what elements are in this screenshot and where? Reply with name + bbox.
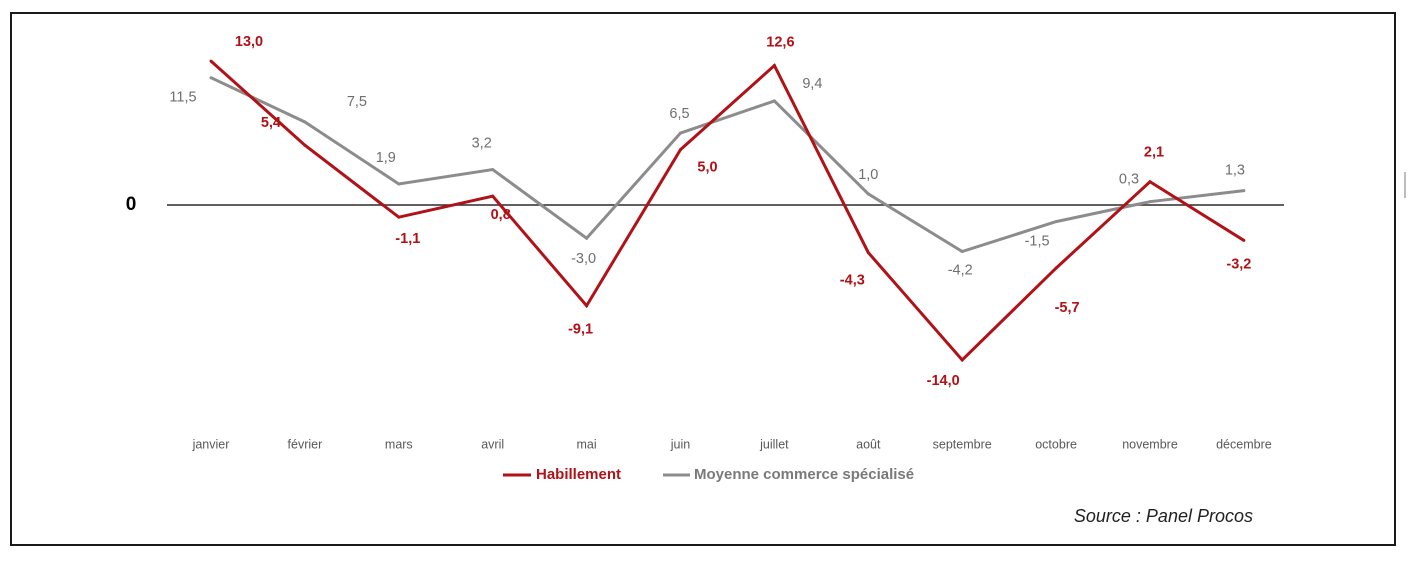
data-point-moyenne-7 xyxy=(866,192,870,196)
chart-frame xyxy=(10,12,1396,546)
data-point-moyenne-8 xyxy=(960,249,964,253)
window-edge xyxy=(1404,172,1406,198)
x-tick-label-4: mai xyxy=(577,437,597,451)
data-point-moyenne-2 xyxy=(397,182,401,186)
data-label-habillement-10: 2,1 xyxy=(1144,145,1164,161)
data-point-habillement-3 xyxy=(491,194,495,198)
data-point-moyenne-6 xyxy=(772,99,776,103)
data-label-habillement-2: -1,1 xyxy=(395,231,420,247)
data-point-habillement-0 xyxy=(209,59,213,63)
data-point-moyenne-4 xyxy=(585,236,589,240)
data-label-habillement-4: -9,1 xyxy=(568,322,593,338)
series-line-moyenne xyxy=(210,76,1245,254)
data-point-habillement-11 xyxy=(1242,238,1246,242)
data-point-habillement-1 xyxy=(303,143,307,147)
data-label-moyenne-4: -3,0 xyxy=(571,251,596,267)
legend: Habillement Moyenne commerce spécialisé xyxy=(503,466,914,483)
data-point-moyenne-0 xyxy=(209,76,213,80)
x-tick-label-6: juillet xyxy=(759,437,789,451)
source-note: Source : Panel Procos xyxy=(1074,506,1253,526)
data-point-moyenne-3 xyxy=(491,168,495,172)
data-point-habillement-5 xyxy=(679,148,682,152)
data-label-habillement-3: 0,8 xyxy=(491,207,511,223)
x-tick-label-11: décembre xyxy=(1216,437,1272,451)
x-tick-label-9: octobre xyxy=(1035,437,1077,451)
data-point-moyenne-9 xyxy=(1054,220,1058,224)
legend-label-moyenne: Moyenne commerce spécialisé xyxy=(694,466,914,483)
data-label-moyenne-0: 11,5 xyxy=(169,90,196,106)
data-label-moyenne-2: 1,9 xyxy=(376,150,396,166)
data-label-moyenne-3: 3,2 xyxy=(472,135,492,151)
data-point-habillement-6 xyxy=(772,64,776,68)
data-point-habillement-7 xyxy=(866,251,870,255)
data-point-habillement-4 xyxy=(585,304,589,308)
data-point-moyenne-11 xyxy=(1242,189,1246,193)
data-label-moyenne-1: 7,5 xyxy=(347,94,367,110)
data-label-habillement-9: -5,7 xyxy=(1055,300,1080,316)
data-point-habillement-2 xyxy=(397,215,401,219)
data-point-habillement-8 xyxy=(960,358,964,362)
data-label-habillement-5: 5,0 xyxy=(697,159,717,175)
data-label-habillement-0: 13,0 xyxy=(235,34,263,50)
data-point-moyenne-1 xyxy=(303,120,307,124)
data-label-habillement-6: 12,6 xyxy=(766,34,794,50)
data-label-habillement-7: -4,3 xyxy=(840,272,865,288)
x-tick-label-8: septembre xyxy=(933,437,992,451)
data-label-moyenne-5: 6,5 xyxy=(669,106,689,122)
x-tick-label-0: janvier xyxy=(192,437,230,451)
data-point-habillement-9 xyxy=(1054,266,1058,270)
x-tick-label-5: juin xyxy=(670,437,691,451)
data-label-moyenne-7: 1,0 xyxy=(858,167,878,183)
data-point-habillement-10 xyxy=(1148,180,1152,184)
data-label-moyenne-6: 9,4 xyxy=(802,76,822,92)
data-label-moyenne-11: 1,3 xyxy=(1225,162,1245,178)
legend-label-habillement: Habillement xyxy=(536,466,621,483)
x-tick-label-2: mars xyxy=(385,437,413,451)
x-tick-label-10: novembre xyxy=(1122,437,1178,451)
data-label-moyenne-8: -4,2 xyxy=(948,262,973,278)
zero-axis-label: 0 xyxy=(126,194,137,215)
series-line-habillement xyxy=(209,59,1245,363)
data-point-moyenne-10 xyxy=(1148,200,1152,204)
data-label-habillement-8: -14,0 xyxy=(927,373,960,389)
data-label-moyenne-9: -1,5 xyxy=(1025,233,1050,249)
x-tick-label-3: avril xyxy=(481,437,504,451)
data-label-moyenne-10: 0,3 xyxy=(1119,172,1139,188)
data-label-habillement-11: -3,2 xyxy=(1226,256,1251,272)
x-tick-label-7: août xyxy=(856,437,881,451)
data-label-habillement-1: 5,4 xyxy=(261,115,281,131)
x-tick-label-1: février xyxy=(288,437,323,451)
data-point-moyenne-5 xyxy=(679,131,682,135)
